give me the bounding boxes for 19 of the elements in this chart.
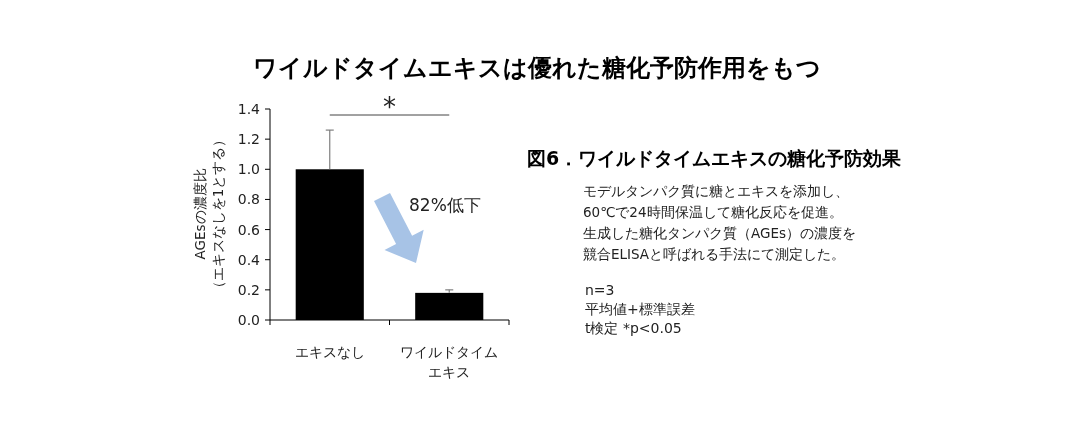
text: モデルタンパク質に糖とエキスを添加し、60℃で24時間保温して糖化反応を促進。生成した糖化タンパク質（AGEs）の濃度を競合ELISAと呼ばれる手法にて測定した。 xyxy=(583,183,857,262)
y-tick-label: 0.6 xyxy=(237,221,261,238)
y-tick-label: 1.0 xyxy=(237,161,260,178)
annotation: * xyxy=(383,92,396,122)
y-tick-label: 0.8 xyxy=(237,191,260,208)
chart-title: ワイルドタイムエキスは優れた糖化予防作用をもつ xyxy=(253,54,821,82)
y-tick-label: 0.0 xyxy=(237,312,260,328)
annotation: 82%低下 xyxy=(409,195,481,215)
y-axis-title: AGEsの濃度比（エキスなしを1とする） xyxy=(192,132,226,296)
caption: 図6．ワイルドタイムエキスの糖化予防効果 xyxy=(527,147,903,169)
y-tick-label: 0.4 xyxy=(237,251,261,268)
text: n=3 xyxy=(585,282,615,298)
x-tick-label: エキスなし xyxy=(294,344,365,360)
y-tick-label: 0.2 xyxy=(237,281,260,298)
text: t検定 *p<0.05 xyxy=(585,320,682,336)
text: 平均値+標準誤差 xyxy=(585,301,695,317)
y-tick-label: 1.4 xyxy=(237,101,261,117)
x-tick-label: ワイルドタイムエキス xyxy=(400,344,499,380)
y-tick-label: 1.2 xyxy=(237,131,260,148)
